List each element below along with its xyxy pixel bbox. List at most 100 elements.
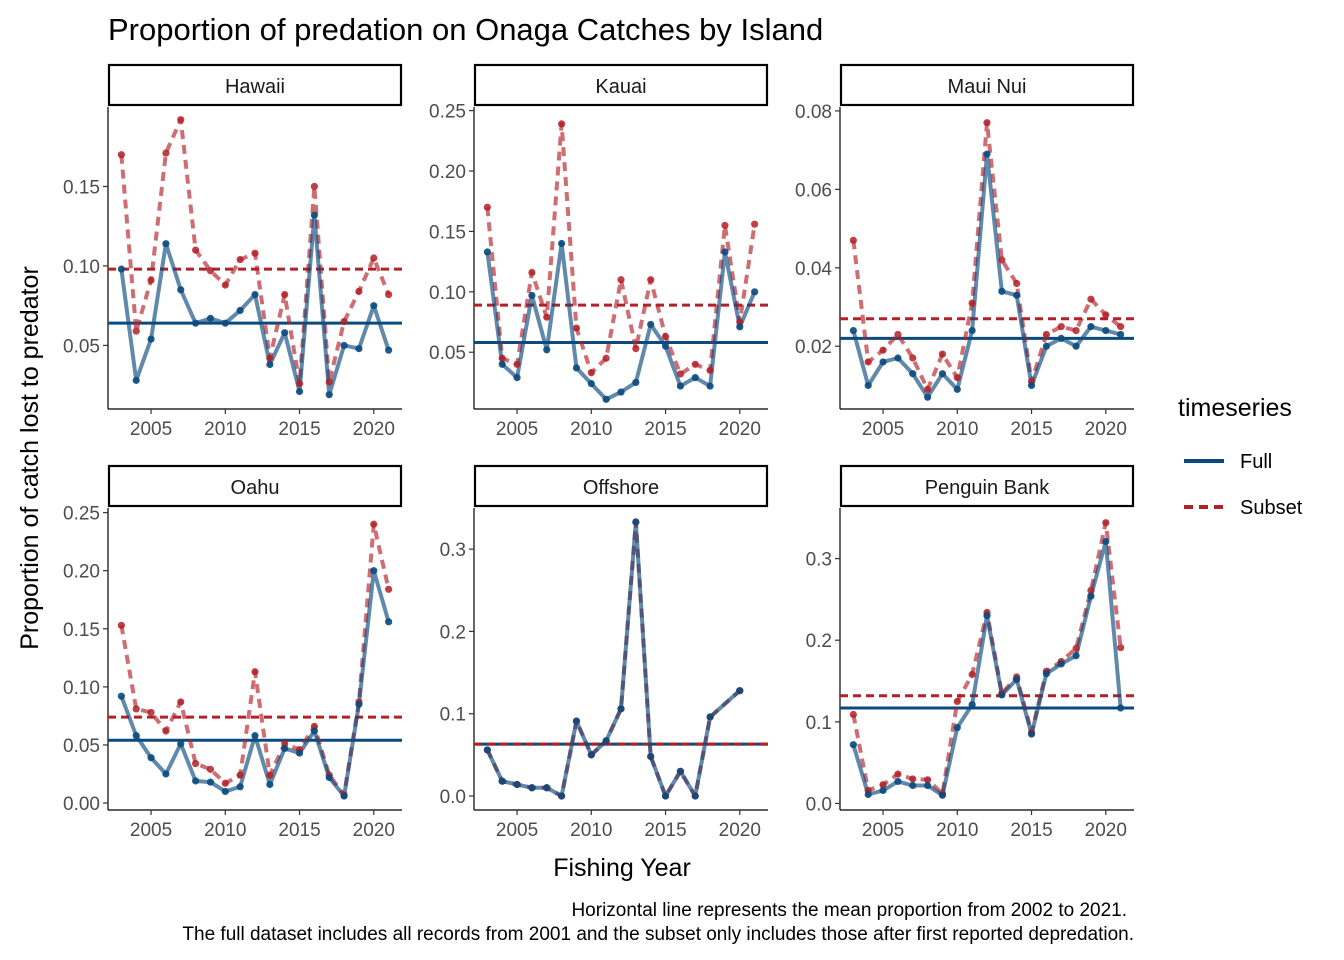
data-point-subset-hawaii [206,267,215,275]
data-point-subset-hawaii [325,378,333,386]
x-tick-label-oahu: 2015 [278,820,320,841]
data-point-subset-penguin-bank [909,775,917,783]
data-point-subset-hawaii [266,354,274,362]
y-tick-label-hawaii: 0.10 [63,257,100,278]
panel-hawaii: Hawaii 0.05 0.10 0.15 2005 2010 2015 2020 [63,63,403,440]
data-point-full-hawaii [117,265,125,273]
data-point-full-oahu [251,732,259,740]
panel-offshore: Offshore 0.0 0.1 0.2 0.3 2005 2010 2015 2020 [440,464,769,841]
data-point-full-maui-nui [1057,334,1065,343]
data-point-subset-hawaii [162,149,170,157]
data-point-full-penguin-bank [909,781,917,790]
data-point-full-penguin-bank [998,691,1006,699]
data-point-full-maui-nui [909,370,917,378]
y-tick-label-maui-nui: 0.02 [795,337,832,358]
data-point-subset-hawaii [295,379,304,388]
x-tick-label-kauai: 2005 [496,419,538,440]
data-point-full-kauai [543,346,551,354]
y-tick-label-kauai: 0.15 [429,222,466,243]
data-point-full-maui-nui [1027,381,1036,390]
data-point-subset-hawaii [281,290,289,299]
x-tick-label-penguin-bank: 2005 [862,820,904,841]
series-line-full-maui-nui [851,152,1122,400]
data-point-full-oahu [385,618,393,626]
data-point-full-hawaii [177,286,185,294]
data-point-subset-penguin-bank [879,781,887,789]
strip-oahu [107,464,403,508]
data-point-full-hawaii [221,319,229,327]
data-point-full-hawaii [295,387,304,396]
data-point-full-maui-nui [1087,323,1095,331]
data-point-subset-kauai [528,268,536,277]
data-point-full-kauai [483,248,491,256]
data-point-full-penguin-bank [924,781,932,790]
strip-label-hawaii: Hawaii [225,76,285,98]
data-point-full-oahu [310,727,318,735]
data-point-subset-maui-nui [1013,279,1021,288]
y-tick-label-oahu: 0.05 [63,736,100,757]
data-point-subset-hawaii [251,249,259,257]
data-point-subset-oahu [147,708,155,717]
strip-label-penguin-bank: Penguin Bank [925,477,1051,499]
data-point-full-kauai [706,382,714,390]
data-point-subset-hawaii [147,276,155,284]
data-point-full-maui-nui [1117,330,1125,339]
data-point-full-maui-nui [983,150,991,158]
data-point-full-kauai [736,323,744,331]
data-point-full-hawaii [325,391,333,399]
data-point-subset-hawaii [355,287,363,295]
data-point-subset-kauai [676,370,684,378]
data-point-full-oahu [340,792,348,800]
data-point-subset-kauai [706,366,714,374]
data-point-full-oahu [192,777,200,785]
data-point-full-maui-nui [1042,342,1050,350]
data-point-subset-oahu [132,705,140,713]
data-point-subset-maui-nui [1102,311,1110,319]
series-line-subset-penguin-bank [851,520,1123,796]
data-point-subset-hawaii [370,254,378,262]
data-point-subset-penguin-bank [1072,644,1080,652]
data-point-full-hawaii [162,240,170,248]
data-point-full-maui-nui [924,393,932,401]
data-point-subset-kauai [572,324,581,332]
data-point-full-penguin-bank [1013,675,1021,684]
data-point-full-oahu [325,773,333,782]
data-point-subset-penguin-bank [1117,643,1125,652]
data-point-subset-maui-nui [983,119,991,127]
data-point-full-hawaii [385,346,393,354]
data-point-subset-kauai [513,360,521,368]
strip-label-oahu: Oahu [231,477,280,499]
data-point-subset-maui-nui [924,385,932,393]
data-point-subset-kauai [751,220,759,228]
data-point-full-hawaii [355,345,363,353]
y-tick-label-maui-nui: 0.04 [795,259,832,280]
x-tick-label-offshore: 2020 [719,820,761,841]
data-point-full-kauai [721,248,729,256]
data-point-subset-hawaii [117,151,125,159]
data-point-full-maui-nui [1013,291,1021,299]
x-tick-label-hawaii: 2010 [204,419,246,440]
data-point-full-offshore [736,687,744,695]
data-point-subset-kauai [498,354,506,362]
x-axis-title: Fishing Year [553,854,691,882]
caption-line-2: The full dataset includes all records fr… [182,924,1134,945]
data-point-subset-kauai [543,313,551,321]
chart-title: Proportion of predation on Onaga Catches… [108,12,823,47]
data-point-full-offshore [617,705,625,713]
data-point-full-penguin-bank [1057,660,1065,668]
data-point-subset-oahu [266,771,274,779]
x-tick-label-offshore: 2010 [570,820,612,841]
data-point-full-oahu [117,692,125,700]
data-point-subset-oahu [251,668,259,676]
data-point-full-kauai [647,320,655,329]
y-tick-label-penguin-bank: 0.1 [806,713,832,734]
panel-maui-nui: Maui Nui 0.02 0.04 0.06 0.08 2005 2010 2015 2020 [795,63,1135,440]
data-point-subset-maui-nui [1072,326,1080,335]
data-point-subset-maui-nui [1087,295,1095,303]
strip-kauai [473,63,769,107]
data-point-full-oahu [177,740,185,748]
data-point-subset-penguin-bank [894,770,902,778]
x-tick-label-maui-nui: 2020 [1085,419,1127,440]
y-tick-label-offshore: 0.0 [440,787,466,808]
data-point-full-offshore [691,792,699,800]
